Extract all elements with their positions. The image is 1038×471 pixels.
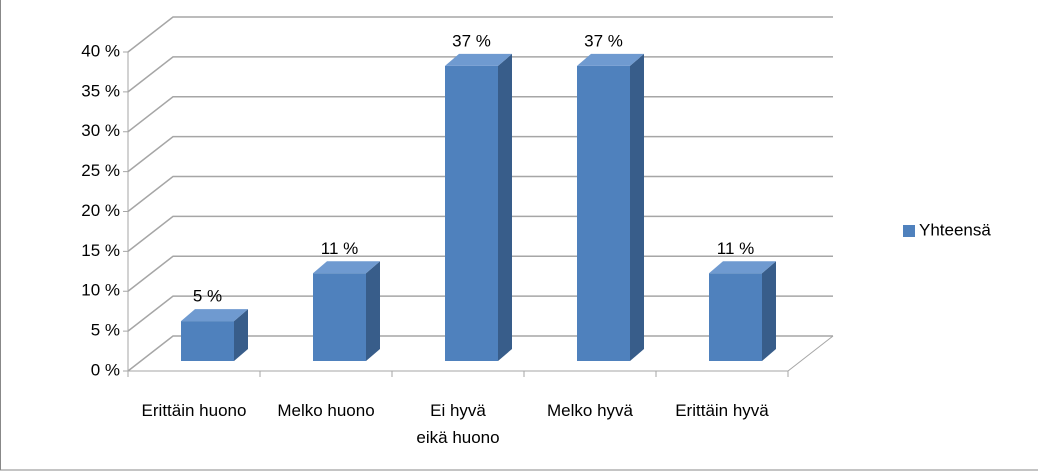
bar-top	[445, 53, 512, 66]
bar-side	[366, 261, 380, 361]
bar-side	[234, 309, 248, 361]
bar-side	[762, 261, 776, 361]
x-tick-label: Melko huono	[277, 401, 375, 420]
grid-line	[127, 16, 833, 53]
data-label: 11 %	[717, 239, 755, 258]
bar-top	[313, 261, 380, 274]
y-tick-label: 15 %	[81, 241, 120, 260]
y-tick-label: 40 %	[81, 41, 120, 60]
data-label: 37 %	[584, 31, 623, 50]
bar-side	[498, 53, 512, 362]
bar	[181, 321, 234, 361]
bar	[577, 65, 630, 362]
bar-side	[630, 53, 644, 362]
y-tick-label: 0 %	[91, 360, 120, 379]
y-tick-label: 20 %	[81, 201, 120, 220]
bar	[313, 273, 366, 361]
floor-edge	[787, 335, 834, 372]
x-tick-label: Erittäin hyvä	[675, 401, 769, 420]
bar	[445, 65, 498, 362]
data-label: 5 %	[193, 287, 222, 306]
y-tick-label: 30 %	[81, 121, 120, 140]
y-tick-label: 5 %	[91, 321, 120, 340]
legend-swatch	[903, 225, 915, 237]
y-tick-label: 35 %	[81, 81, 120, 100]
bar-top	[709, 261, 776, 274]
x-tick-label: Melko hyvä	[547, 401, 633, 420]
y-tick-label: 10 %	[81, 281, 120, 300]
y-tick-label: 25 %	[81, 161, 120, 180]
bar	[709, 273, 762, 361]
legend-label: Yhteensä	[919, 220, 991, 239]
x-tick-label: Ei hyvä eikä huono	[416, 401, 500, 447]
data-label: 11 %	[321, 239, 359, 258]
x-tick-label: Erittäin huono	[141, 401, 247, 420]
data-label: 37 %	[452, 31, 491, 50]
bar-top	[577, 53, 644, 66]
bar-top	[181, 309, 248, 322]
